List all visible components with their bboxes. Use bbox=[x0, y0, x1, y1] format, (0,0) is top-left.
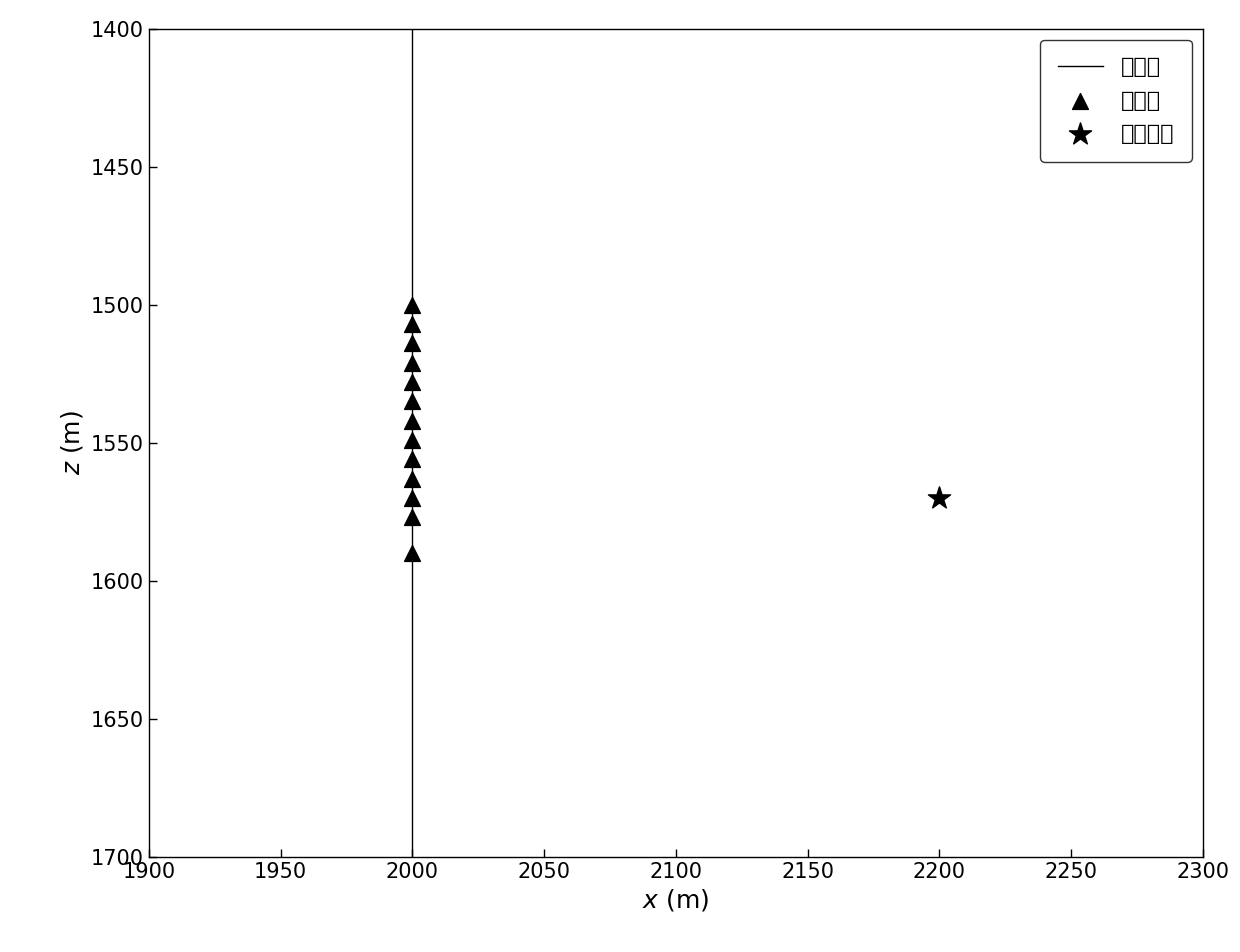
Point bbox=[403, 336, 423, 351]
Point bbox=[403, 413, 423, 428]
Legend: 监测井, 检波器, 真实震源: 监测井, 检波器, 真实震源 bbox=[1040, 40, 1192, 162]
Point bbox=[930, 490, 950, 506]
Point bbox=[403, 545, 423, 561]
Point bbox=[403, 316, 423, 331]
X-axis label: $x$ (m): $x$ (m) bbox=[642, 887, 709, 913]
Point bbox=[403, 394, 423, 409]
Point bbox=[403, 374, 423, 389]
Point bbox=[403, 451, 423, 466]
Point bbox=[403, 490, 423, 506]
Point bbox=[403, 297, 423, 312]
Point bbox=[403, 355, 423, 370]
Point bbox=[403, 432, 423, 447]
Point bbox=[403, 509, 423, 525]
Y-axis label: $z$ (m): $z$ (m) bbox=[60, 410, 86, 475]
Point bbox=[403, 471, 423, 486]
